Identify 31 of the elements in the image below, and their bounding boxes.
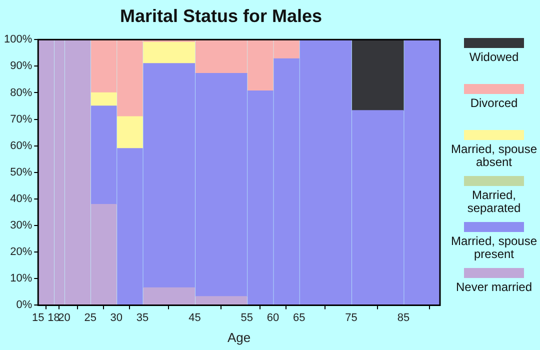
legend-label: Married, spouse absent	[450, 142, 538, 169]
x-tick-label: 15	[32, 312, 44, 324]
y-tick-label: 0%	[16, 299, 32, 312]
y-tick-label: 60%	[10, 140, 32, 152]
x-tick-label: 75	[345, 312, 358, 324]
x-tick-label: 55	[240, 312, 254, 324]
x-tick-label: 18	[48, 312, 60, 324]
x-tick-label: 85	[397, 312, 410, 324]
legend-label: Widowed	[468, 50, 520, 64]
x-tick-label: 25	[84, 312, 96, 324]
x-tick-label: 60	[266, 312, 280, 324]
y-tick-label: 10%	[10, 272, 32, 285]
legend-label: Divorced	[469, 96, 519, 110]
x-tick-label: 35	[136, 312, 149, 324]
y-tick-label: 20%	[10, 246, 32, 258]
legend-label: Never married	[454, 280, 534, 294]
y-tick-label: 40%	[10, 192, 32, 205]
chart-title: Marital Status for Males	[120, 6, 322, 26]
x-tick-label: 30	[110, 312, 123, 324]
x-tick-label: 65	[292, 312, 306, 324]
y-tick-label: 50%	[10, 166, 32, 178]
x-tick-label: 20	[58, 312, 70, 324]
legend-label: Married, spouse present	[450, 234, 538, 261]
x-axis-title: Age	[227, 330, 251, 345]
x-tick-label: 45	[188, 312, 201, 324]
y-tick-label: 30%	[10, 220, 32, 232]
y-tick-label: 90%	[10, 60, 32, 72]
y-tick-label: 80%	[10, 86, 32, 99]
legend-label: Married, separated	[466, 188, 522, 215]
y-tick-label: 70%	[10, 113, 32, 126]
y-tick-label: 100%	[4, 34, 32, 46]
